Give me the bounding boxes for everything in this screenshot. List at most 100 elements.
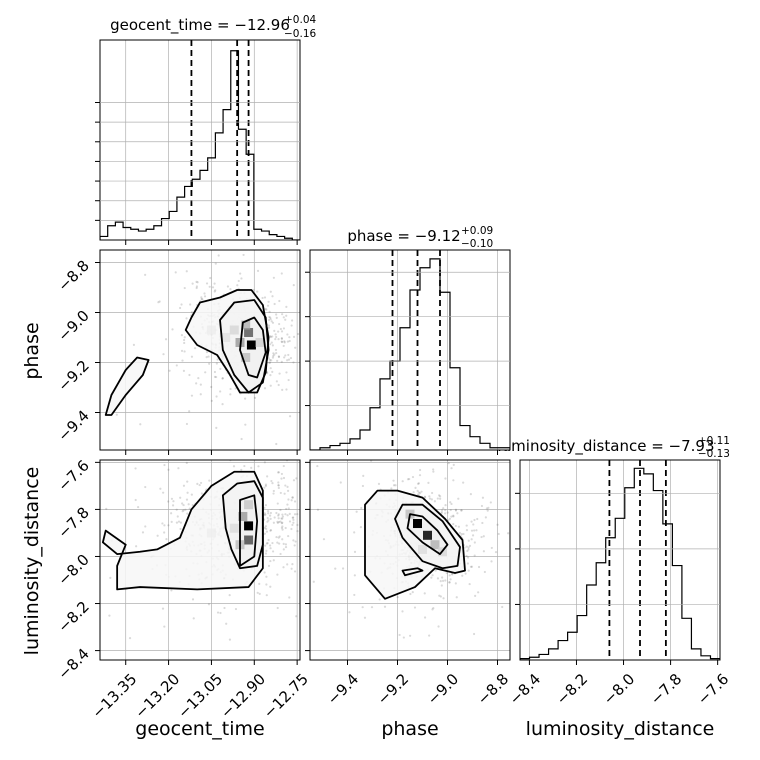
panel-geocent_time-phase-sample-point — [269, 290, 272, 293]
panel-geocent_time-phase-sample-point — [188, 373, 191, 377]
hist-geocent_time-histogram-step — [100, 50, 300, 240]
panel-geocent_time-phase-sample-point — [199, 393, 202, 396]
panel-geocent_time-luminosity_distance-ytick-label-0: −8.4 — [54, 645, 92, 683]
panel-geocent_time-phase-sample-point — [190, 355, 194, 358]
panel-geocent_time-phase-sample-point — [189, 303, 192, 306]
panel-geocent_time-phase-sample-point — [275, 380, 278, 383]
panel-phase-luminosity_distance-sample-point — [444, 477, 447, 480]
panel-geocent_time-luminosity_distance-sample-point — [144, 525, 147, 528]
panel-phase-luminosity_distance-sample-point — [431, 574, 434, 577]
panel-geocent_time-luminosity_distance-sample-point — [196, 482, 199, 485]
panel-geocent_time-luminosity_distance-sample-point — [167, 524, 170, 527]
panel-phase-luminosity_distance-sample-point — [396, 596, 399, 599]
panel-geocent_time-luminosity_distance-sample-point — [267, 564, 271, 567]
panel-geocent_time-luminosity_distance-sample-point — [281, 525, 284, 528]
panel-phase-luminosity_distance-sample-point — [447, 519, 450, 522]
panel-geocent_time-luminosity_distance-sample-point — [263, 506, 266, 509]
panel-phase-luminosity_distance-sample-point — [454, 508, 458, 511]
panel-geocent_time-luminosity_distance-sample-point — [278, 520, 281, 524]
panel-geocent_time-luminosity_distance-sample-point — [284, 545, 288, 549]
panel-geocent_time-luminosity_distance-sample-point — [269, 529, 272, 532]
panel-geocent_time-phase-sample-point — [282, 327, 286, 330]
panel-geocent_time-phase-sample-point — [213, 282, 216, 285]
panel-geocent_time-phase-sample-point — [280, 337, 283, 340]
panel-geocent_time-luminosity_distance-sample-point — [82, 631, 84, 633]
panel-geocent_time-phase-sample-point — [301, 431, 303, 433]
panel-geocent_time-luminosity_distance-sample-point — [263, 486, 266, 489]
panel-geocent_time-phase-sample-point — [268, 361, 271, 364]
panel-geocent_time-luminosity_distance-sample-point — [282, 566, 285, 569]
panel-geocent_time-phase-sample-point — [273, 329, 276, 332]
panel-geocent_time-phase-sample-point — [270, 320, 273, 323]
panel-geocent_time-luminosity_distance-sample-point — [256, 591, 259, 594]
panel-geocent_time-phase-sample-point — [268, 310, 271, 313]
panel-geocent_time-phase-sample-point — [211, 286, 215, 289]
panel-geocent_time-luminosity_distance-sample-point — [258, 592, 261, 595]
panel-geocent_time-luminosity_distance-sample-point — [303, 517, 305, 519]
panel-phase-luminosity_distance-sample-point — [484, 516, 487, 519]
panel-phase-luminosity_distance-contour-2 — [364, 489, 466, 600]
panel-geocent_time-phase-sample-point — [281, 313, 284, 316]
panel-geocent_time-luminosity_distance-sample-point — [192, 617, 195, 620]
panel-geocent_time-phase-sample-point — [269, 373, 272, 377]
panel-geocent_time-luminosity_distance-sample-point — [177, 520, 181, 523]
panel-geocent_time-luminosity_distance-ytick-label-1: −8.2 — [54, 598, 92, 636]
panel-geocent_time-luminosity_distance-sample-point — [244, 668, 246, 670]
panel-phase-luminosity_distance-density-cell-1 — [423, 530, 432, 540]
panel-geocent_time-luminosity_distance-sample-point — [267, 512, 270, 515]
panel-geocent_time-phase-sample-point — [275, 442, 278, 446]
panel-geocent_time-luminosity_distance-density-cell-6 — [206, 528, 216, 538]
panel-geocent_time-phase-sample-point — [221, 377, 224, 380]
panel-geocent_time-luminosity_distance-sample-point — [286, 489, 290, 492]
panel-geocent_time-phase-plot-area — [104, 250, 303, 446]
panel-geocent_time-phase-frame — [99, 249, 301, 451]
panel-geocent_time-luminosity_distance-sample-point — [277, 517, 280, 520]
panel-geocent_time-luminosity_distance-sample-point — [208, 479, 211, 482]
panel-geocent_time-luminosity_distance-sample-point — [240, 468, 243, 471]
panel-geocent_time-phase-sample-point — [273, 302, 276, 306]
panel-geocent_time-luminosity_distance-sample-point — [269, 547, 272, 550]
panel-geocent_time-phase-density-cell-4 — [241, 353, 251, 362]
panel-geocent_time-luminosity_distance-sample-point — [167, 468, 170, 471]
panel-geocent_time-luminosity_distance-sample-point — [94, 589, 96, 591]
panel-geocent_time-luminosity_distance-sample-point — [280, 472, 284, 476]
panel-phase-luminosity_distance-sample-point — [378, 598, 381, 601]
panel-geocent_time-phase-sample-point — [271, 370, 274, 373]
panel-geocent_time-luminosity_distance-sample-point — [291, 496, 294, 499]
panel-geocent_time-phase-xticks — [125, 450, 298, 455]
panel-geocent_time-luminosity_distance-sample-point — [275, 535, 278, 539]
panel-geocent_time-phase-sample-point — [285, 371, 288, 374]
panel-phase-luminosity_distance-xticks: −9.4 −9.2 −9.0 −8.8 — [324, 660, 512, 709]
title-luminosity_distance: luminosity_distance = −7.93 — [497, 437, 714, 456]
panel-phase-luminosity_distance-sample-point — [516, 418, 518, 420]
panel-geocent_time-luminosity_distance-sample-point — [307, 534, 309, 536]
panel-geocent_time-phase-sample-point — [273, 353, 276, 356]
panel-geocent_time-phase-sample-point — [203, 295, 207, 298]
panel-phase-luminosity_distance-sample-point — [449, 501, 452, 504]
panel-geocent_time-luminosity_distance-sample-point — [96, 549, 98, 551]
panel-geocent_time-luminosity_distance-sample-point — [162, 491, 165, 494]
panel-geocent_time-phase-sample-point — [185, 317, 188, 320]
panel-geocent_time-luminosity_distance-sample-point — [105, 507, 108, 510]
panel-phase-luminosity_distance-sample-point — [322, 538, 326, 541]
panel-phase-luminosity_distance-sample-point — [438, 494, 441, 497]
panel-geocent_time-luminosity_distance-sample-point — [277, 484, 280, 487]
panel-phase-luminosity_distance-sample-point — [413, 606, 417, 609]
panel-geocent_time-luminosity_distance-density-cell-4 — [244, 500, 254, 510]
panel-geocent_time-phase-sample-point — [270, 359, 273, 362]
panel-geocent_time-phase-sample-point — [158, 300, 161, 303]
panel-phase-luminosity_distance-sample-point — [452, 514, 455, 517]
panel-phase-luminosity_distance-sample-point — [390, 487, 393, 490]
panel-geocent_time-phase-sample-point — [294, 346, 297, 349]
panel-geocent_time-phase-sample-point — [268, 358, 272, 362]
panel-phase-luminosity_distance-sample-point — [448, 581, 451, 584]
panel-geocent_time-phase-sample-point — [201, 298, 204, 301]
panel-geocent_time-luminosity_distance-sample-point — [284, 484, 287, 487]
panel-geocent_time-phase-sample-point — [215, 426, 218, 429]
panel-geocent_time-luminosity_distance-sample-point — [281, 528, 284, 531]
hist-phase-frame — [309, 249, 511, 451]
panel-geocent_time-phase-sample-point — [269, 335, 272, 338]
panel-phase-luminosity_distance-yticks — [305, 461, 310, 652]
panel-phase-luminosity_distance-sample-point — [448, 517, 451, 520]
panel-geocent_time-phase-sample-point — [226, 285, 230, 288]
